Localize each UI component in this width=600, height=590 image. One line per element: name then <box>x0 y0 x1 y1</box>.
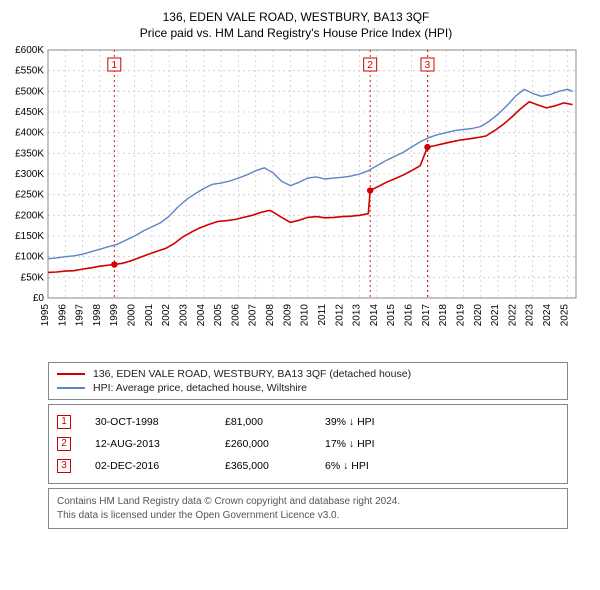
event-marker: 2 <box>57 437 71 451</box>
svg-text:2014: 2014 <box>369 304 380 327</box>
event-price: £365,000 <box>225 460 325 472</box>
event-price: £260,000 <box>225 438 325 450</box>
svg-text:£550K: £550K <box>15 66 44 77</box>
svg-text:2008: 2008 <box>265 304 276 327</box>
event-diff: 39% ↓ HPI <box>325 416 435 428</box>
svg-text:2022: 2022 <box>507 304 518 327</box>
svg-text:£350K: £350K <box>15 148 44 159</box>
svg-text:2012: 2012 <box>334 304 345 327</box>
svg-text:£0: £0 <box>33 293 45 304</box>
attribution-line1: Contains HM Land Registry data © Crown c… <box>57 495 559 509</box>
legend-item: HPI: Average price, detached house, Wilt… <box>57 381 559 395</box>
svg-text:2007: 2007 <box>248 304 259 327</box>
legend-label: HPI: Average price, detached house, Wilt… <box>93 382 307 394</box>
svg-text:2019: 2019 <box>455 304 466 327</box>
attribution-box: Contains HM Land Registry data © Crown c… <box>48 488 568 529</box>
event-diff: 17% ↓ HPI <box>325 438 435 450</box>
svg-text:1999: 1999 <box>109 304 120 327</box>
svg-text:£600K: £600K <box>15 46 44 56</box>
svg-text:1998: 1998 <box>92 304 103 327</box>
event-row: 1 30-OCT-1998£81,00039% ↓ HPI <box>57 411 559 433</box>
event-date: 12-AUG-2013 <box>95 438 225 450</box>
svg-text:2005: 2005 <box>213 304 224 327</box>
svg-text:£50K: £50K <box>21 272 45 283</box>
svg-text:£400K: £400K <box>15 128 44 139</box>
svg-text:2004: 2004 <box>196 304 207 327</box>
svg-text:2003: 2003 <box>178 304 189 327</box>
svg-text:£100K: £100K <box>15 252 44 263</box>
svg-text:2016: 2016 <box>404 304 415 327</box>
svg-text:2: 2 <box>367 60 373 71</box>
svg-text:1995: 1995 <box>40 304 51 327</box>
legend-box: 136, EDEN VALE ROAD, WESTBURY, BA13 3QF … <box>48 362 568 400</box>
svg-text:1: 1 <box>112 60 118 71</box>
svg-text:2009: 2009 <box>282 304 293 327</box>
svg-text:£450K: £450K <box>15 107 44 118</box>
svg-text:2024: 2024 <box>542 304 553 327</box>
svg-text:2018: 2018 <box>438 304 449 327</box>
svg-text:£500K: £500K <box>15 86 44 97</box>
event-marker: 3 <box>57 459 71 473</box>
legend-item: 136, EDEN VALE ROAD, WESTBURY, BA13 3QF … <box>57 367 559 381</box>
event-diff: 6% ↓ HPI <box>325 460 435 472</box>
title-subtitle: Price paid vs. HM Land Registry's House … <box>4 26 588 40</box>
svg-text:2017: 2017 <box>421 304 432 327</box>
svg-text:2011: 2011 <box>317 304 328 326</box>
svg-text:3: 3 <box>425 60 431 71</box>
svg-text:2013: 2013 <box>352 304 363 327</box>
svg-text:£300K: £300K <box>15 169 44 180</box>
legend-label: 136, EDEN VALE ROAD, WESTBURY, BA13 3QF … <box>93 368 411 380</box>
event-date: 30-OCT-1998 <box>95 416 225 428</box>
svg-text:2001: 2001 <box>144 304 155 327</box>
events-table: 1 30-OCT-1998£81,00039% ↓ HPI 2 12-AUG-2013… <box>48 404 568 484</box>
svg-text:£150K: £150K <box>15 231 44 242</box>
title-block: 136, EDEN VALE ROAD, WESTBURY, BA13 3QF … <box>4 10 588 40</box>
svg-text:1997: 1997 <box>75 304 86 327</box>
event-marker: 1 <box>57 415 71 429</box>
svg-text:2023: 2023 <box>525 304 536 327</box>
svg-text:2021: 2021 <box>490 304 501 327</box>
event-date: 02-DEC-2016 <box>95 460 225 472</box>
attribution-line2: This data is licensed under the Open Gov… <box>57 509 559 523</box>
event-row: 3 02-DEC-2016£365,0006% ↓ HPI <box>57 455 559 477</box>
legend-swatch <box>57 373 85 375</box>
legend-swatch <box>57 387 85 389</box>
svg-text:2020: 2020 <box>473 304 484 327</box>
chart-container: 136, EDEN VALE ROAD, WESTBURY, BA13 3QF … <box>0 0 600 537</box>
svg-text:£250K: £250K <box>15 190 44 201</box>
title-address: 136, EDEN VALE ROAD, WESTBURY, BA13 3QF <box>4 10 588 24</box>
svg-text:2000: 2000 <box>127 304 138 327</box>
chart-area: £0 £50K £100K £150K £200K £250K £300K £350K £400… <box>4 46 588 356</box>
svg-text:£200K: £200K <box>15 210 44 221</box>
svg-text:1996: 1996 <box>57 304 68 327</box>
event-row: 2 12-AUG-2013£260,00017% ↓ HPI <box>57 433 559 455</box>
line-chart-svg: £0 £50K £100K £150K £200K £250K £300K £350K £400… <box>4 46 584 356</box>
svg-text:2025: 2025 <box>559 304 570 327</box>
event-price: £81,000 <box>225 416 325 428</box>
svg-text:2015: 2015 <box>386 304 397 327</box>
svg-text:2006: 2006 <box>230 304 241 327</box>
svg-text:2002: 2002 <box>161 304 172 327</box>
svg-text:2010: 2010 <box>300 304 311 327</box>
